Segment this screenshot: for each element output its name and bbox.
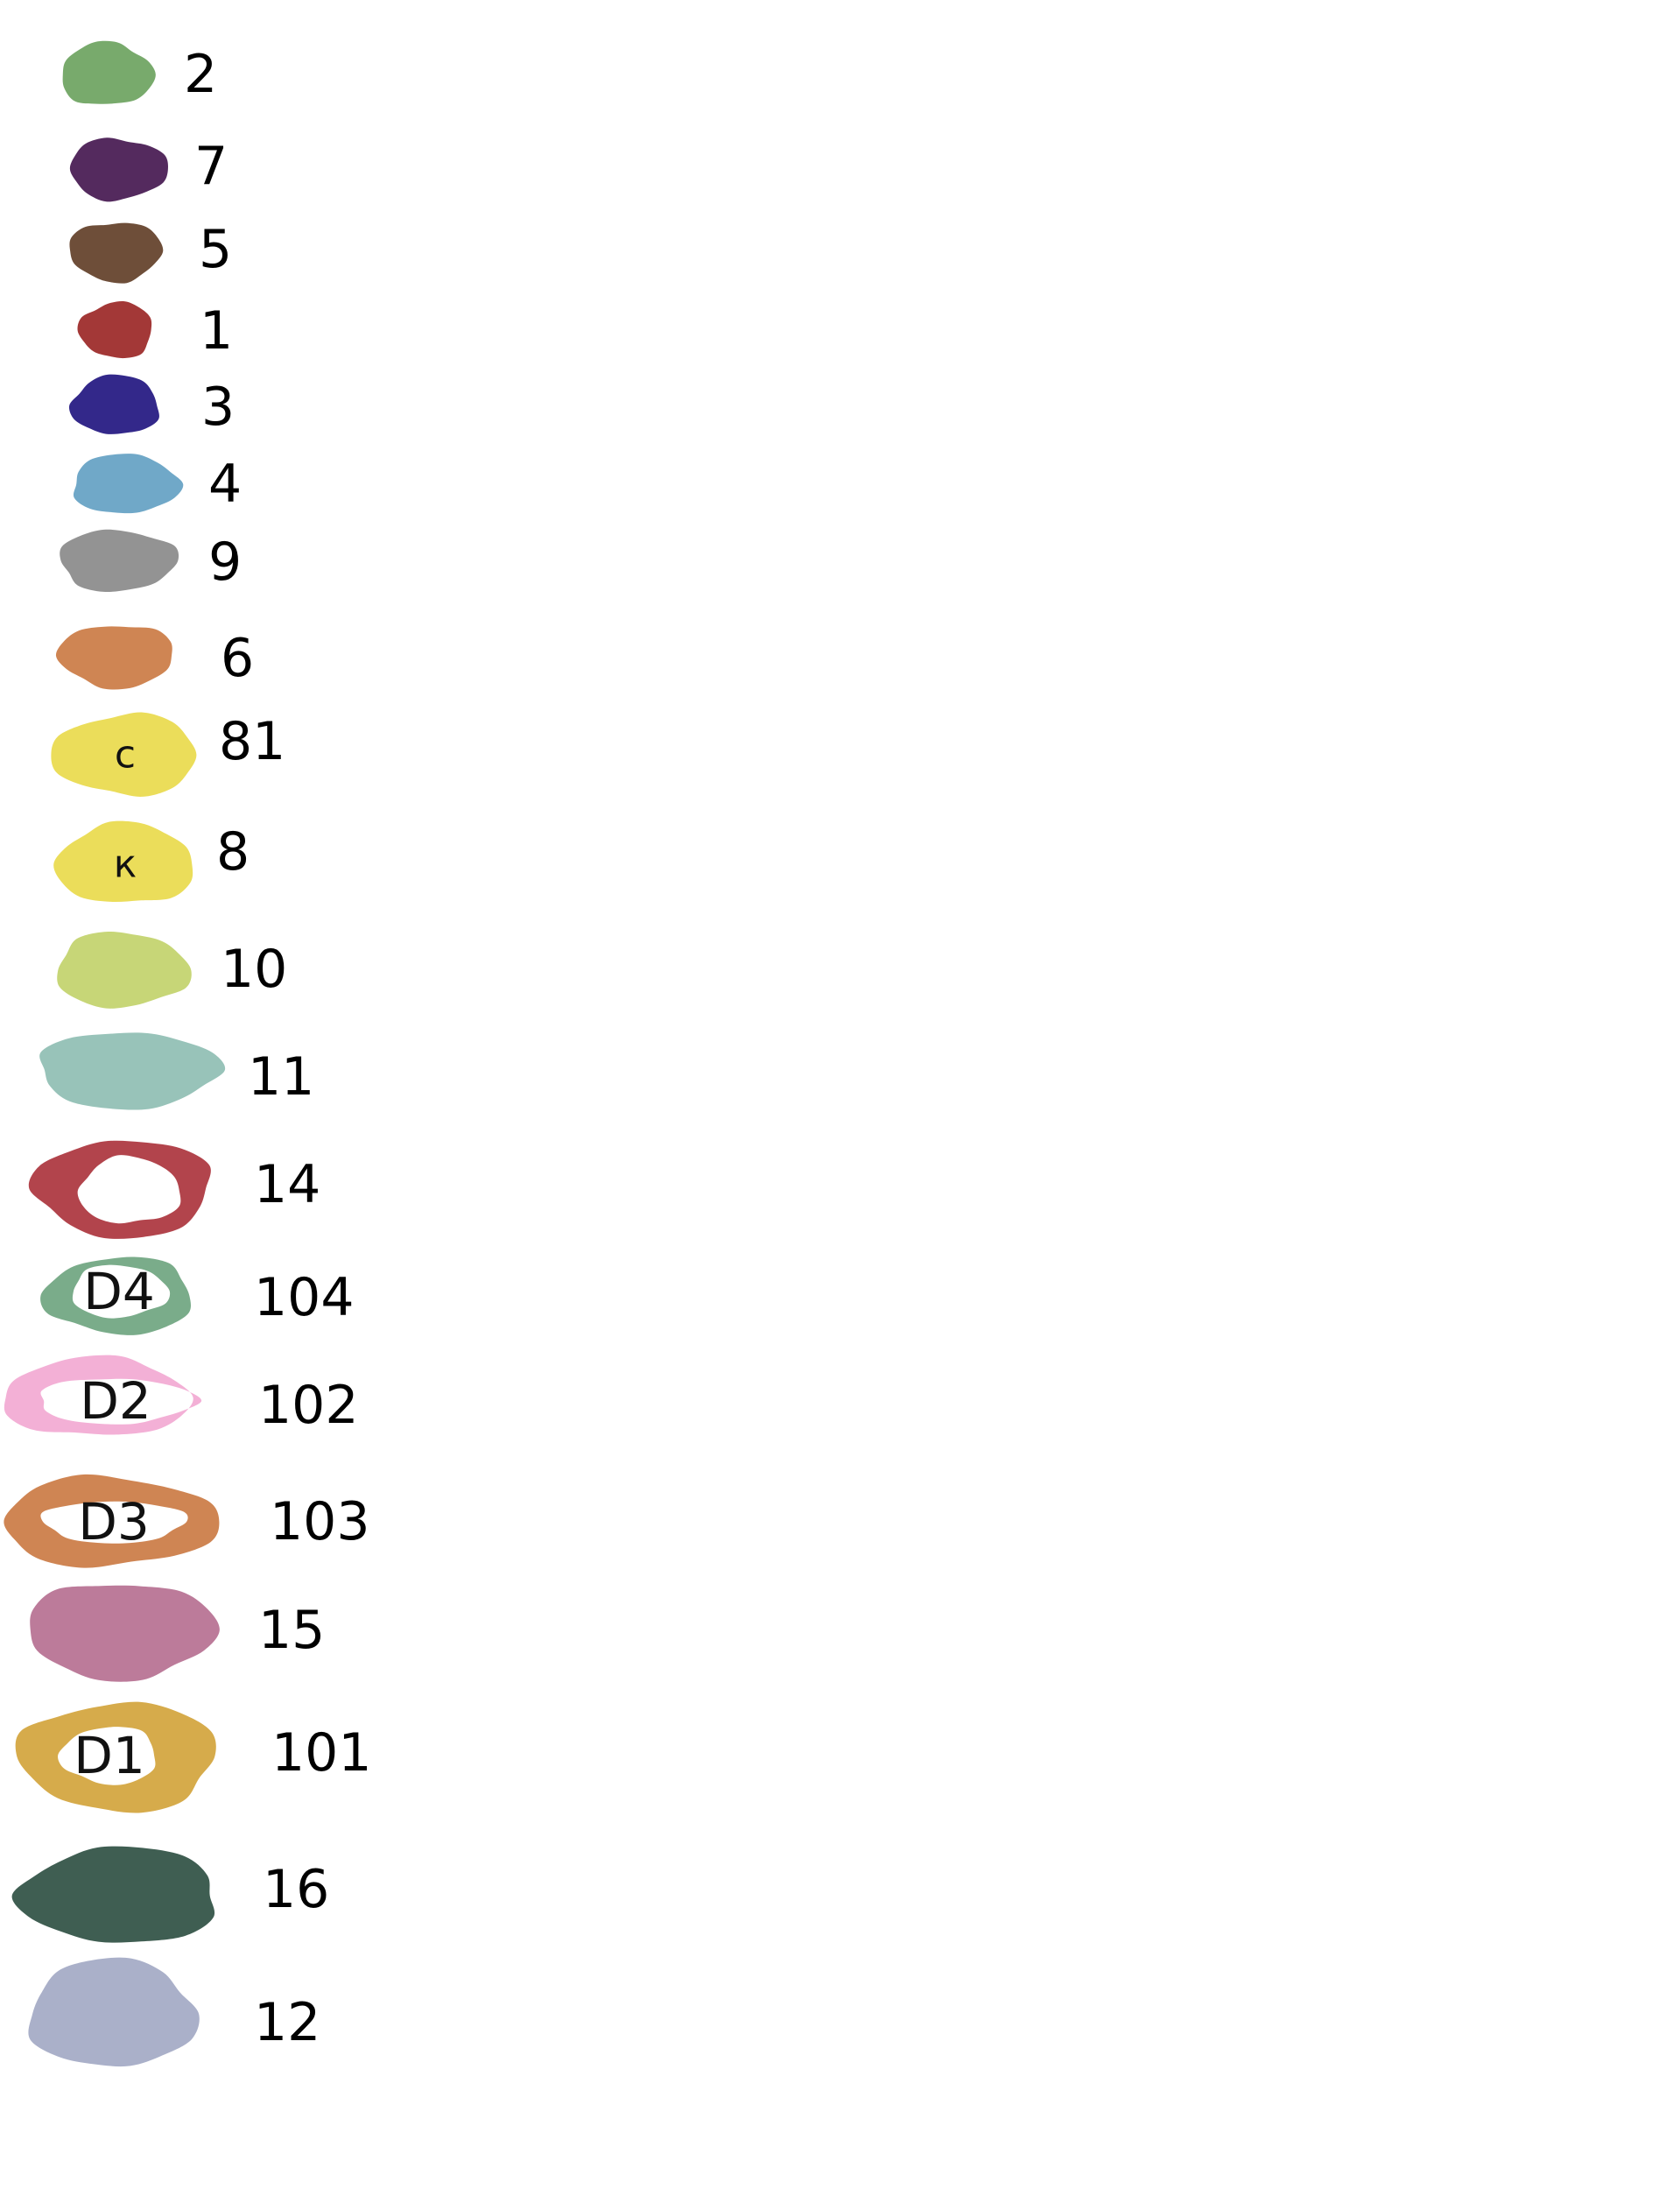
legend-label: 9 xyxy=(208,531,242,593)
legend-item-16: 16 xyxy=(11,1846,329,1943)
legend-item-2: 2 xyxy=(62,40,217,105)
legend-item-7: 7 xyxy=(69,136,228,202)
legend-item-3: 3 xyxy=(68,374,235,438)
swatch-11 xyxy=(39,1032,226,1110)
swatch-81 xyxy=(51,712,197,797)
legend-label: 5 xyxy=(199,219,232,280)
legend-label: 6 xyxy=(221,628,254,689)
legend-item-103: D3 103 xyxy=(4,1474,370,1568)
legend-item-15: 15 xyxy=(30,1585,325,1682)
legend-label: 7 xyxy=(194,136,228,197)
legend-label: 8 xyxy=(216,821,250,883)
legend-label: 102 xyxy=(258,1375,359,1436)
legend-label: 81 xyxy=(219,711,285,772)
swatch-inner-label: к xyxy=(114,842,137,887)
legend-item-101: D1 101 xyxy=(15,1701,372,1813)
legend-item-10: 10 xyxy=(57,931,287,1009)
legend-label: 15 xyxy=(258,1600,325,1661)
swatch-5 xyxy=(69,222,164,284)
legend-label: 3 xyxy=(201,377,235,438)
legend-label: 11 xyxy=(248,1046,314,1108)
swatch-12 xyxy=(28,1957,200,2067)
legend-label: 1 xyxy=(200,300,233,362)
legend-label: 14 xyxy=(254,1154,320,1215)
legend-item-9: 9 xyxy=(60,529,242,593)
legend-item-4: 4 xyxy=(73,454,242,515)
legend-label: 10 xyxy=(221,939,287,1000)
legend-item-102: D2 102 xyxy=(4,1355,359,1436)
swatch-8 xyxy=(53,820,193,903)
swatch-1 xyxy=(77,300,152,359)
legend-item-6: 6 xyxy=(55,626,254,690)
swatch-4 xyxy=(73,454,184,514)
swatch-inner-label: D2 xyxy=(80,1371,151,1431)
legend-label: 12 xyxy=(254,1992,320,2053)
swatch-6 xyxy=(55,626,172,690)
swatch-101 xyxy=(15,1701,216,1813)
swatch-inner-label: D1 xyxy=(74,1726,145,1785)
swatch-3 xyxy=(68,374,159,434)
swatch-15 xyxy=(30,1585,220,1682)
legend-label: 2 xyxy=(184,44,217,105)
swatch-9 xyxy=(60,529,179,593)
legend-item-81: с 81 xyxy=(51,711,285,797)
swatch-inner-label: с xyxy=(115,733,136,778)
legend-label: 104 xyxy=(254,1267,355,1328)
legend-item-5: 5 xyxy=(69,219,232,284)
legend-item-12: 12 xyxy=(28,1957,320,2067)
legend-item-104: D4 104 xyxy=(40,1256,355,1335)
legend-item-14: 14 xyxy=(28,1140,320,1239)
swatch-14 xyxy=(28,1140,211,1239)
legend-label: 103 xyxy=(270,1491,370,1552)
swatch-inner-label: D4 xyxy=(83,1262,155,1321)
swatch-103 xyxy=(4,1474,220,1568)
legend-item-1: 1 xyxy=(77,300,233,362)
swatch-102 xyxy=(4,1355,202,1435)
swatch-7 xyxy=(69,137,168,202)
swatch-2 xyxy=(62,40,156,104)
legend-label: 4 xyxy=(208,454,242,515)
swatch-16 xyxy=(11,1846,215,1943)
legend-label: 16 xyxy=(263,1859,329,1920)
legend-item-11: 11 xyxy=(39,1032,314,1110)
swatch-104 xyxy=(40,1256,192,1335)
swatch-10 xyxy=(57,931,192,1009)
swatch-inner-label: D3 xyxy=(78,1492,150,1552)
legend-label: 101 xyxy=(271,1722,372,1784)
